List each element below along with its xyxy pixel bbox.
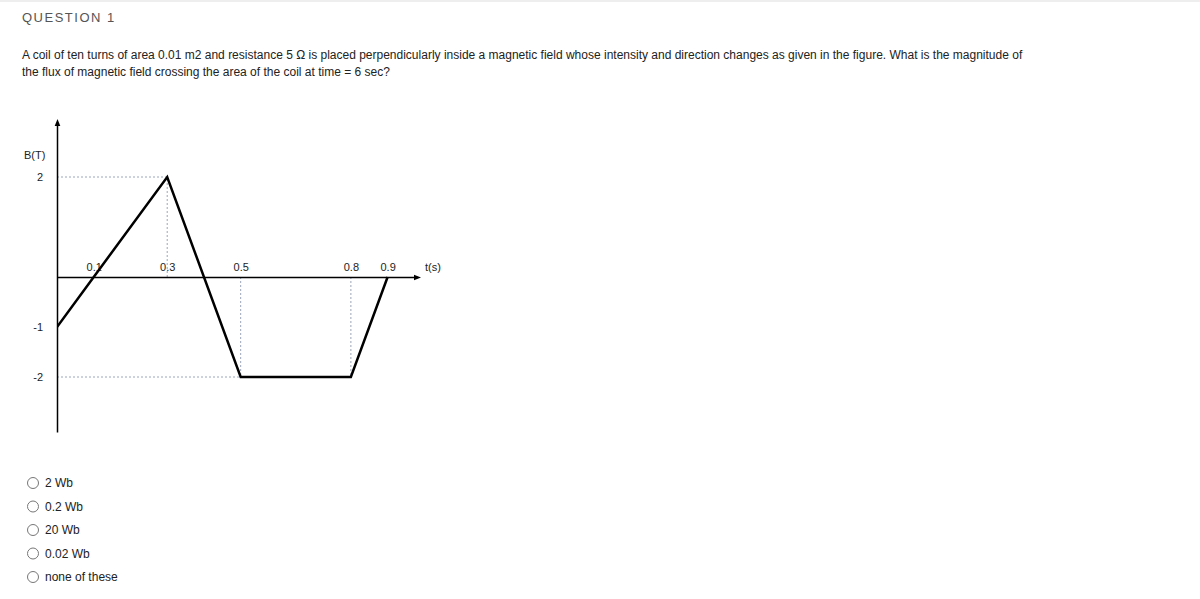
tick: -2 [33,371,57,383]
radio-button[interactable] [28,478,39,489]
option-label[interactable]: none of these [45,570,118,584]
top-rule [0,1,1200,2]
guide-line [240,277,241,377]
tick-label: 0.8 [344,261,359,273]
y-axis-label: B(T) [24,149,45,161]
option-label[interactable]: 20 Wb [45,523,80,537]
option-label[interactable]: 0.02 Wb [45,547,90,561]
y-axis: 2 -1 -2 [33,123,57,433]
tick-label: 0.5 [234,261,249,273]
x-axis: 0.10.30.50.80.9 [58,261,418,278]
axis-line [57,123,59,433]
tick-label: -1 [33,321,43,333]
radio-button[interactable] [28,548,39,559]
tick: 0.5 [234,261,249,277]
guide-line [350,277,351,377]
question-text: the flux of magnetic field crossing the … [22,65,390,79]
x-axis-label: t(s) [425,261,441,273]
page: QUESTION 1 A coil of ten turns of area 0.… [0,0,1200,599]
guide-line [57,177,167,178]
guide-line [57,377,241,378]
tick: -1 [33,321,57,333]
axis-line [58,277,418,279]
tick: 0.3 [160,261,175,277]
chart: 0.10.30.50.80.92-1-2B(T)t(s) [24,123,441,433]
plot-area [57,177,388,377]
data-line [57,177,388,377]
tick-label: -2 [33,371,43,383]
question-title: QUESTION 1 [22,10,116,25]
tick-label: 0.9 [380,261,395,273]
option-label[interactable]: 0.2 Wb [45,500,83,514]
radio-button[interactable] [28,501,39,512]
tick-label: 2 [37,171,43,183]
tick: 2 [37,171,57,183]
question-text: A coil of ten turns of area 0.01 m2 and … [22,48,1023,62]
tick: 0.9 [380,261,395,277]
tick-label: 0.3 [160,261,175,273]
radio-button[interactable] [28,525,39,536]
radio-button[interactable] [28,572,39,583]
option-label[interactable]: 2 Wb [45,476,73,490]
tick: 0.8 [344,261,359,277]
